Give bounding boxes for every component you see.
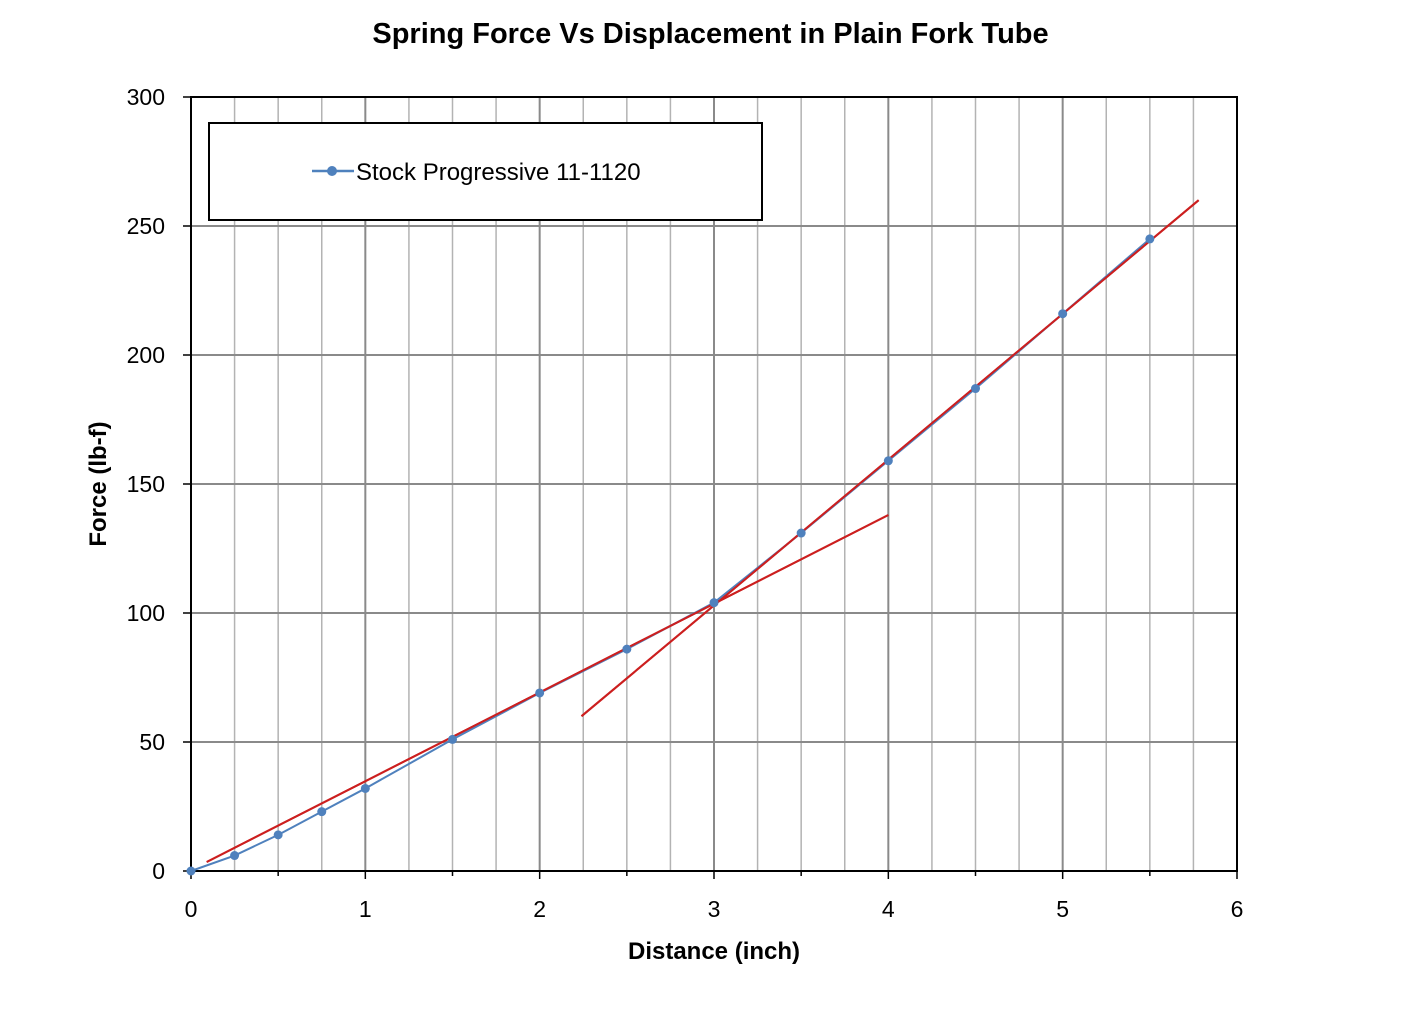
y-tick-label: 150 bbox=[127, 471, 165, 497]
data-point bbox=[796, 528, 806, 538]
axis-ticks bbox=[183, 96, 1238, 879]
x-axis-title: Distance (inch) bbox=[628, 938, 800, 965]
y-tick-label: 300 bbox=[127, 84, 165, 110]
x-tick-label: 5 bbox=[1056, 896, 1069, 922]
y-tick-label: 200 bbox=[127, 342, 165, 368]
major-gridlines bbox=[191, 97, 1237, 871]
data-point bbox=[186, 866, 196, 876]
data-point bbox=[448, 734, 457, 744]
legend-box bbox=[208, 122, 763, 221]
data-point bbox=[1058, 309, 1068, 319]
data-point bbox=[317, 807, 327, 817]
legend: Stock Progressive 11-1120 bbox=[208, 122, 763, 221]
data-point bbox=[273, 830, 283, 840]
x-tick-label: 6 bbox=[1231, 896, 1244, 922]
x-tick-label: 1 bbox=[359, 896, 372, 922]
x-tick-label: 2 bbox=[533, 896, 546, 922]
data-point bbox=[622, 644, 632, 654]
data-point bbox=[230, 851, 240, 861]
legend-series-marker bbox=[327, 166, 337, 176]
data-point bbox=[883, 456, 893, 466]
series-layer bbox=[186, 199, 1200, 876]
data-point bbox=[971, 384, 980, 394]
x-tick-label: 0 bbox=[185, 896, 198, 922]
y-tick-label: 250 bbox=[127, 213, 165, 239]
data-point bbox=[1145, 234, 1155, 244]
x-tick-label: 4 bbox=[882, 896, 895, 922]
legend-series-label: Stock Progressive 11-1120 bbox=[356, 159, 641, 186]
data-point bbox=[360, 783, 370, 793]
data-point bbox=[709, 598, 719, 608]
x-tick-label: 3 bbox=[708, 896, 721, 922]
y-tick-label: 0 bbox=[152, 858, 165, 884]
trend-line-overlay bbox=[206, 514, 889, 863]
y-axis-title: Force (lb-f) bbox=[85, 421, 112, 546]
y-tick-label: 100 bbox=[127, 600, 165, 626]
data-point bbox=[535, 688, 545, 698]
x-tick-labels: 0 1 2 3 4 5 6 bbox=[185, 896, 1244, 922]
chart-title: Spring Force Vs Displacement in Plain Fo… bbox=[372, 18, 1049, 50]
y-tick-labels: 0 50 100 150 200 250 300 bbox=[127, 84, 165, 884]
y-tick-label: 50 bbox=[139, 729, 165, 755]
